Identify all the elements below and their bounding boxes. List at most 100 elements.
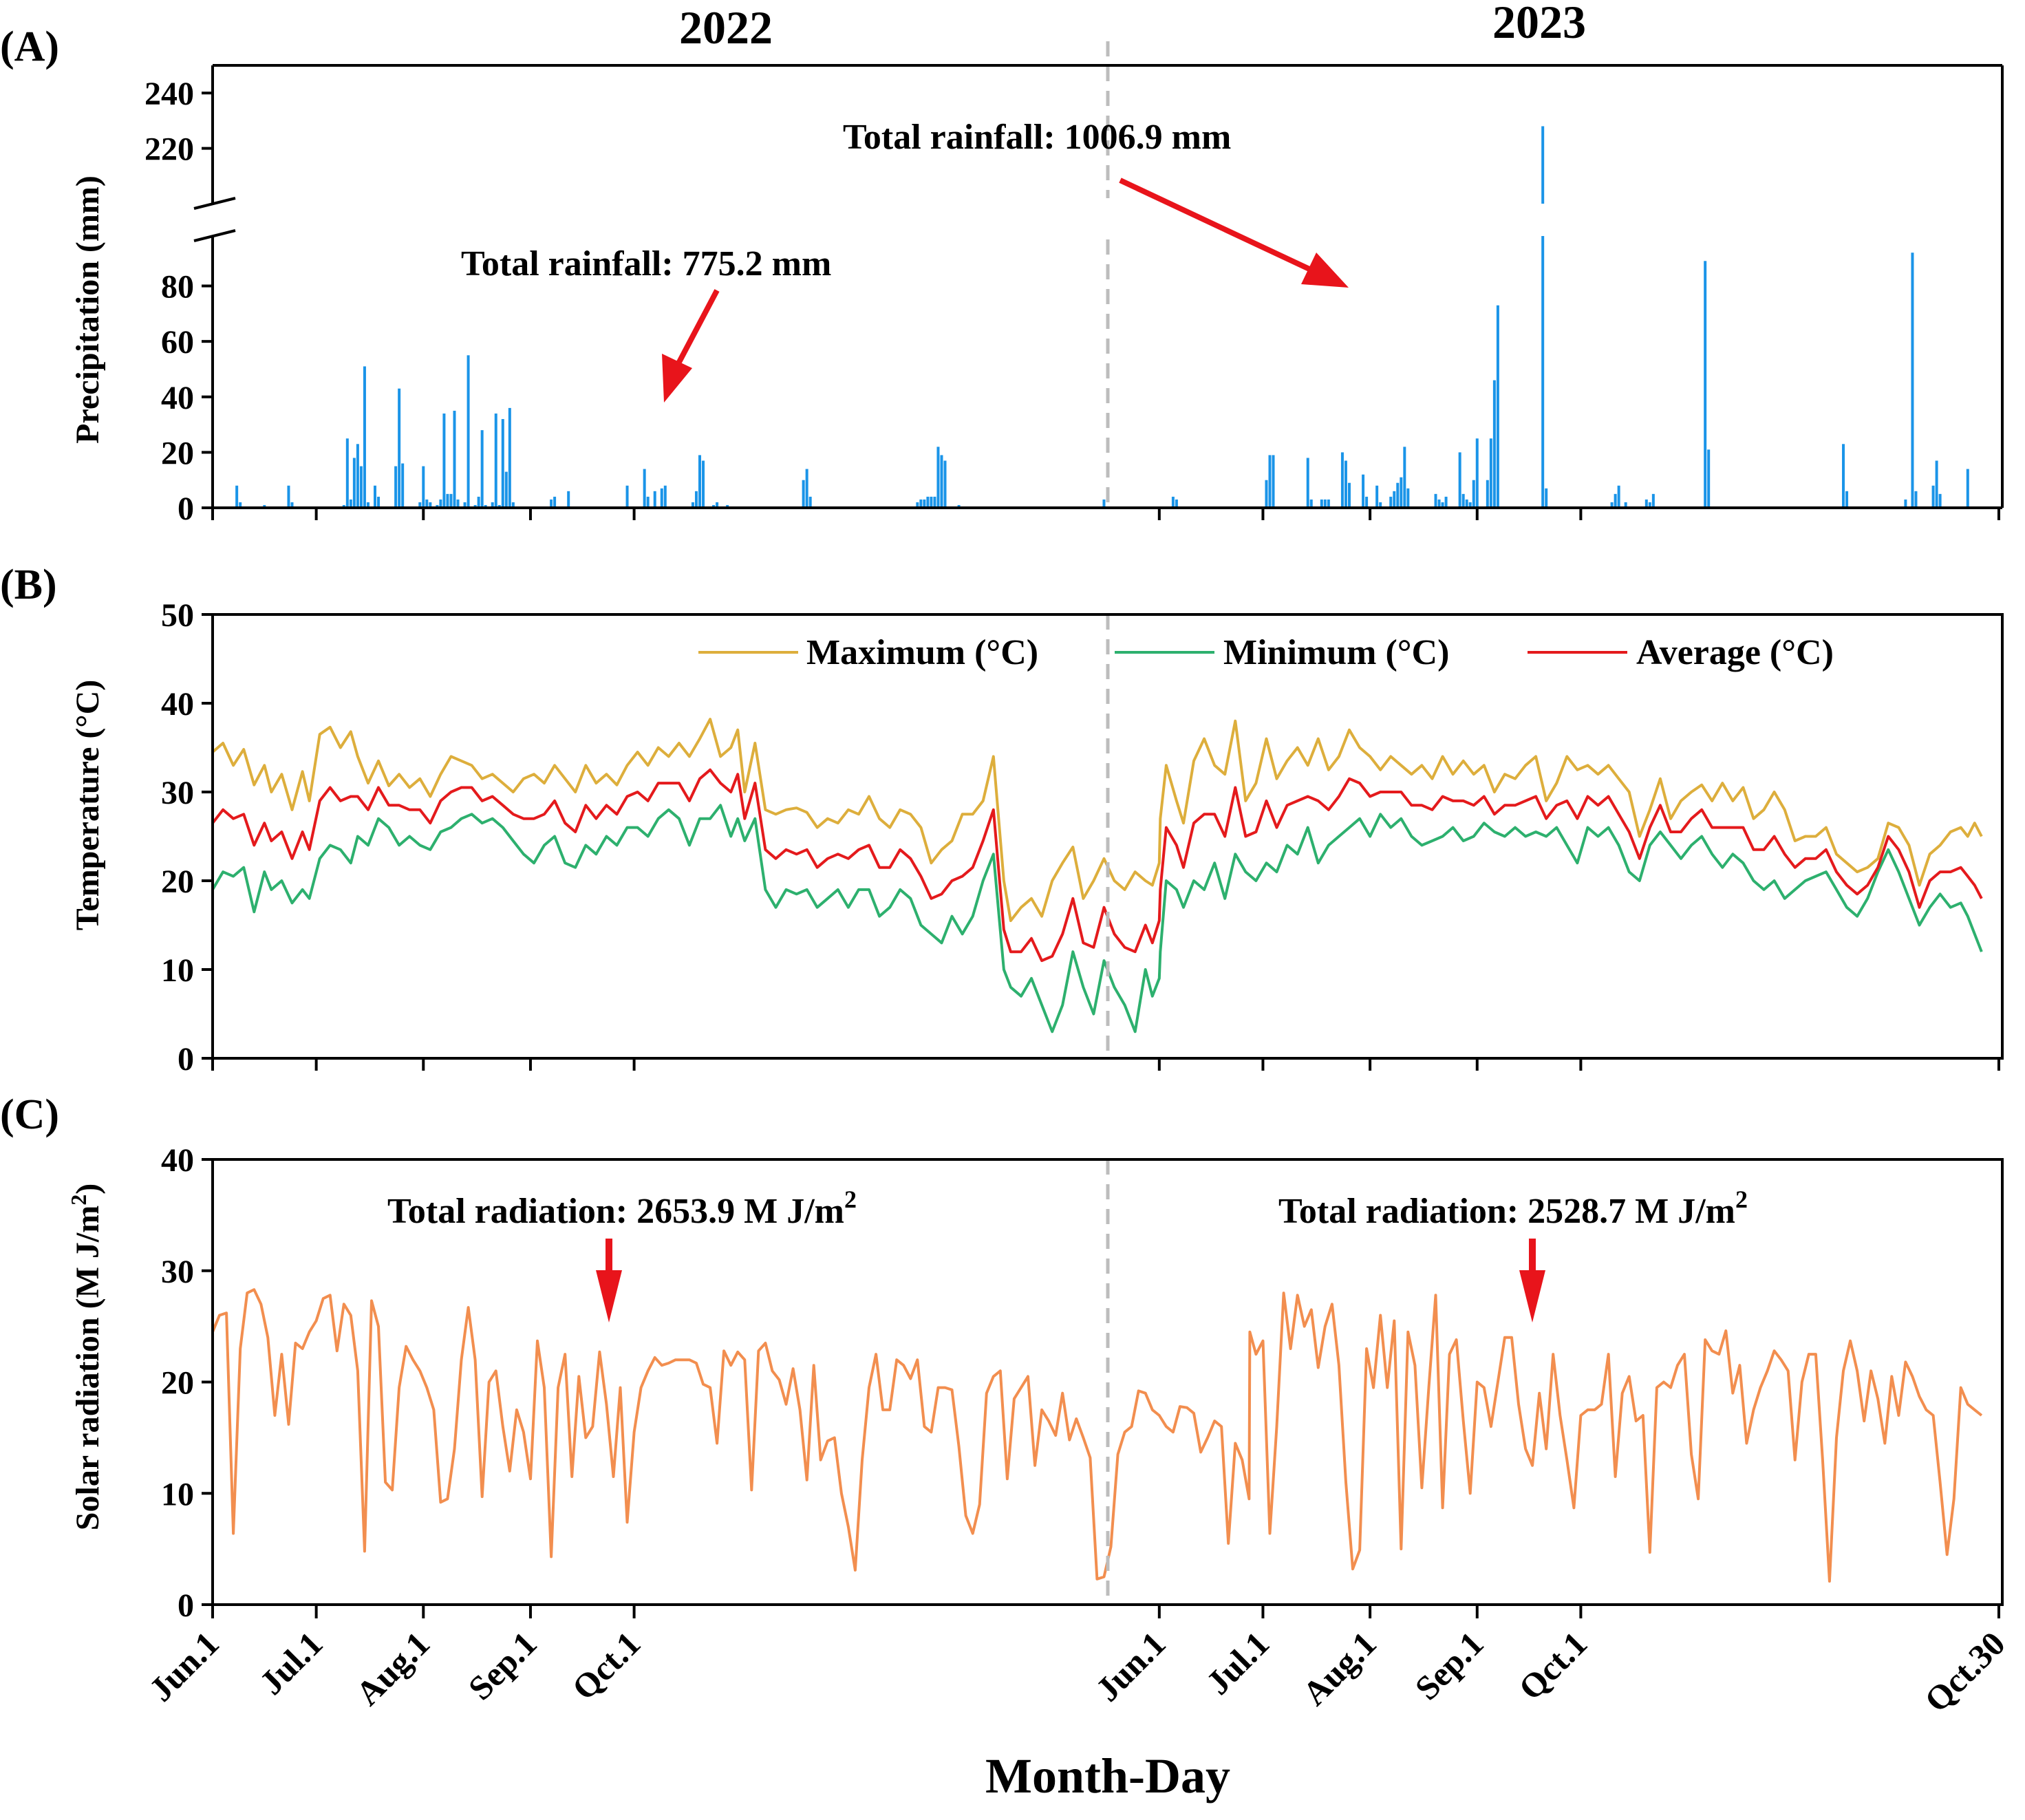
precip-bar: [239, 502, 242, 508]
precip-bar: [1496, 305, 1499, 508]
precip-bar: [1644, 499, 1648, 508]
precip-bar: [698, 455, 701, 508]
precip-bar: [691, 502, 694, 508]
precip-bar: [501, 419, 504, 508]
panel-c: (C) Solar radiation (M J/m2) 0 10 20 30 40 T…: [0, 1091, 2004, 1624]
y-tick-label-b: 0: [178, 1041, 194, 1078]
precip-bar: [429, 502, 432, 508]
precip-bar: [1486, 480, 1489, 508]
precip-bar: [508, 407, 511, 508]
precip-bar: [926, 496, 930, 508]
precip-bar: [363, 366, 366, 508]
panel-a-ylabel: Precipitation (mm): [69, 175, 106, 444]
precip-bar: [394, 466, 398, 508]
precip-bar: [477, 496, 480, 508]
precip-bar: [463, 502, 467, 508]
x-tick-label: Sep.1: [1407, 1624, 1490, 1707]
precip-bar: [1362, 474, 1365, 508]
precip-bar: [1904, 499, 1907, 508]
precip-bar: [439, 499, 442, 508]
precip-bar: [366, 502, 369, 508]
precip-bar: [290, 502, 294, 508]
panel-b-label: (B): [0, 561, 57, 608]
y-tick-label-a: 40: [161, 380, 194, 416]
precip-bar: [1396, 482, 1400, 508]
x-tick-label: Jul.1: [252, 1624, 330, 1702]
panel-a-ticks: 0 20 40 60 80 220 240: [144, 76, 2000, 527]
precip-bar: [1468, 502, 1472, 508]
precip-bar: [449, 493, 453, 508]
panel-c-frame: [211, 1158, 2004, 1606]
panel-c-ylabel: Solar radiation (M J/m2): [66, 1184, 106, 1530]
y-tick-label-a: 20: [161, 435, 194, 471]
radiation-arrow-2023: [1519, 1239, 1545, 1323]
precip-bar: [1938, 493, 1942, 508]
precip-bar-upper: [1541, 126, 1545, 204]
precip-bar: [1617, 485, 1620, 508]
precip-bar: [425, 499, 429, 508]
precip-bar: [511, 502, 515, 508]
precip-bar: [1651, 493, 1655, 508]
precip-bar: [1175, 499, 1178, 508]
year-2022-label: 2022: [679, 1, 773, 54]
precip-bar: [694, 491, 698, 508]
precip-bar: [1375, 485, 1379, 508]
precip-bar: [1465, 499, 1468, 508]
precip-bar: [1265, 480, 1268, 508]
precip-bar: [1475, 438, 1479, 508]
precip-bar: [494, 413, 497, 508]
precip-bar: [1323, 499, 1327, 508]
precip-bar: [1541, 236, 1545, 508]
precip-bar: [352, 458, 356, 508]
precip-bar: [802, 480, 805, 508]
precip-bar: [943, 460, 947, 508]
precip-bar: [491, 502, 494, 508]
precip-bar: [1309, 499, 1313, 508]
y-tick-label-a: 240: [144, 76, 194, 112]
precip-bar: [808, 496, 812, 508]
panel-b: (B) Temperature (°C) 0 10 20 30 40 50 Maximum…: [0, 561, 2004, 1078]
precip-bar: [1966, 469, 1969, 508]
precip-bar: [805, 469, 808, 508]
solar-radiation-line: [211, 1288, 1983, 1583]
precip-bar: [663, 485, 667, 508]
y-tick-label-b: 40: [161, 686, 194, 722]
precip-bar: [1704, 261, 1707, 508]
precip-bar: [1441, 502, 1444, 508]
precip-bar: [1347, 482, 1351, 508]
panel-b-frame: [211, 613, 2004, 1060]
temperature-lines: [211, 718, 1983, 1034]
precip-bar: [422, 466, 425, 508]
precip-bar: [1327, 499, 1330, 508]
precip-bar: [660, 488, 663, 508]
panel-c-ticks: 0 10 20 30 40: [161, 1142, 213, 1624]
rainfall-arrow-2022: [662, 289, 720, 403]
legend-label-maximum: Maximum (°C): [806, 633, 1038, 672]
precip-bar: [1306, 458, 1309, 508]
x-tick-label: Sep.1: [461, 1624, 544, 1707]
y-tick-label-a: 0: [178, 491, 194, 527]
axis-break-mark-upper: [193, 197, 236, 210]
precip-bar: [446, 493, 449, 508]
panel-b-ylabel: Temperature (°C): [69, 680, 106, 930]
precip-bar: [480, 430, 484, 508]
precip-bar: [643, 469, 646, 508]
precip-bar: [716, 502, 719, 508]
precip-bar: [712, 504, 716, 508]
temperature-line-minimum: [211, 804, 1983, 1034]
precip-bar: [1624, 502, 1627, 508]
y-tick-label-b: 20: [161, 864, 194, 900]
x-tick-label: Aug.1: [1295, 1624, 1384, 1713]
precip-bar: [1340, 452, 1344, 508]
precip-bar: [1911, 253, 1914, 508]
precip-bar: [377, 496, 381, 508]
precip-bar: [1610, 502, 1614, 508]
precip-bar: [436, 504, 439, 508]
precip-bar: [1344, 460, 1347, 508]
precip-bar: [1707, 449, 1711, 508]
x-tick-label: Aug.1: [348, 1624, 437, 1713]
precip-bar: [702, 460, 705, 508]
precip-bar: [936, 447, 940, 508]
precip-bar: [456, 499, 460, 508]
